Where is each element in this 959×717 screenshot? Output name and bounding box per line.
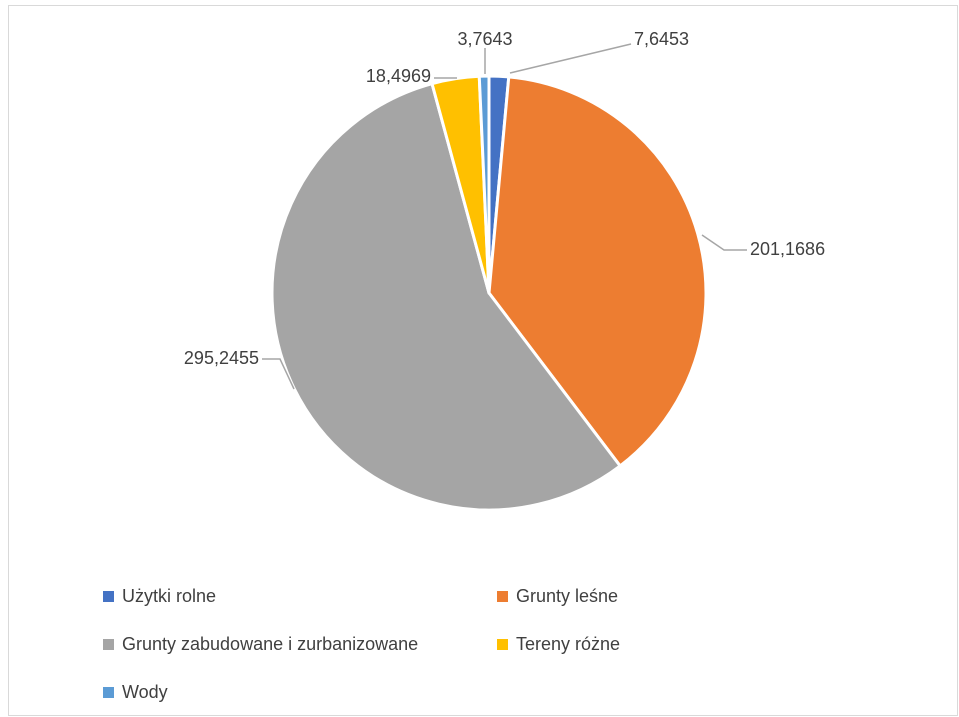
- legend-item-wody: Wody: [103, 682, 168, 703]
- chart-area: 7,6453 201,1686 295,2455 18,4969 3,7643 Użyt…: [8, 5, 958, 716]
- legend-label-wody: Wody: [122, 682, 168, 702]
- pie-slices: [270, 74, 708, 512]
- leader-lines: [262, 43, 747, 390]
- legend-item-grunty-zabudowane: Grunty zabudowane i zurbanizowane: [103, 634, 418, 655]
- data-labels: 7,6453 201,1686 295,2455 18,4969 3,7643: [184, 29, 825, 368]
- pie-slice-wody: [477, 74, 491, 295]
- leader-line-grunty-lesne: [701, 234, 747, 251]
- data-label-grunty-zabudowane: 295,2455: [184, 348, 259, 368]
- legend-item-tereny-rozne: Tereny różne: [497, 634, 620, 655]
- legend-swatch-wody: [103, 687, 114, 698]
- legend-swatch-tereny-rozne: [497, 639, 508, 650]
- data-label-grunty-lesne: 201,1686: [750, 239, 825, 259]
- legend-swatch-grunty-zabudowane: [103, 639, 114, 650]
- leader-line-grunty-zabudowane: [262, 358, 295, 390]
- legend-swatch-grunty-lesne: [497, 591, 508, 602]
- legend-label-grunty-lesne: Grunty leśne: [516, 586, 619, 606]
- legend-item-uzytki-rolne: Użytki rolne: [103, 586, 216, 607]
- data-label-wody: 3,7643: [457, 29, 512, 49]
- pie-chart: 7,6453 201,1686 295,2455 18,4969 3,7643: [184, 29, 825, 512]
- leader-line-uzytki-rolne: [509, 43, 632, 74]
- data-label-tereny-rozne: 18,4969: [366, 66, 431, 86]
- legend-label-uzytki-rolne: Użytki rolne: [122, 586, 217, 606]
- legend-swatch-uzytki-rolne: [103, 591, 114, 602]
- data-label-uzytki-rolne: 7,6453: [634, 29, 689, 49]
- pie-slice-grunty-lesne: [487, 75, 708, 468]
- legend-label-tereny-rozne: Tereny różne: [516, 634, 621, 654]
- legend-item-grunty-lesne: Grunty leśne: [497, 586, 618, 607]
- legend-label-grunty-zabudowane: Grunty zabudowane i zurbanizowane: [122, 634, 419, 654]
